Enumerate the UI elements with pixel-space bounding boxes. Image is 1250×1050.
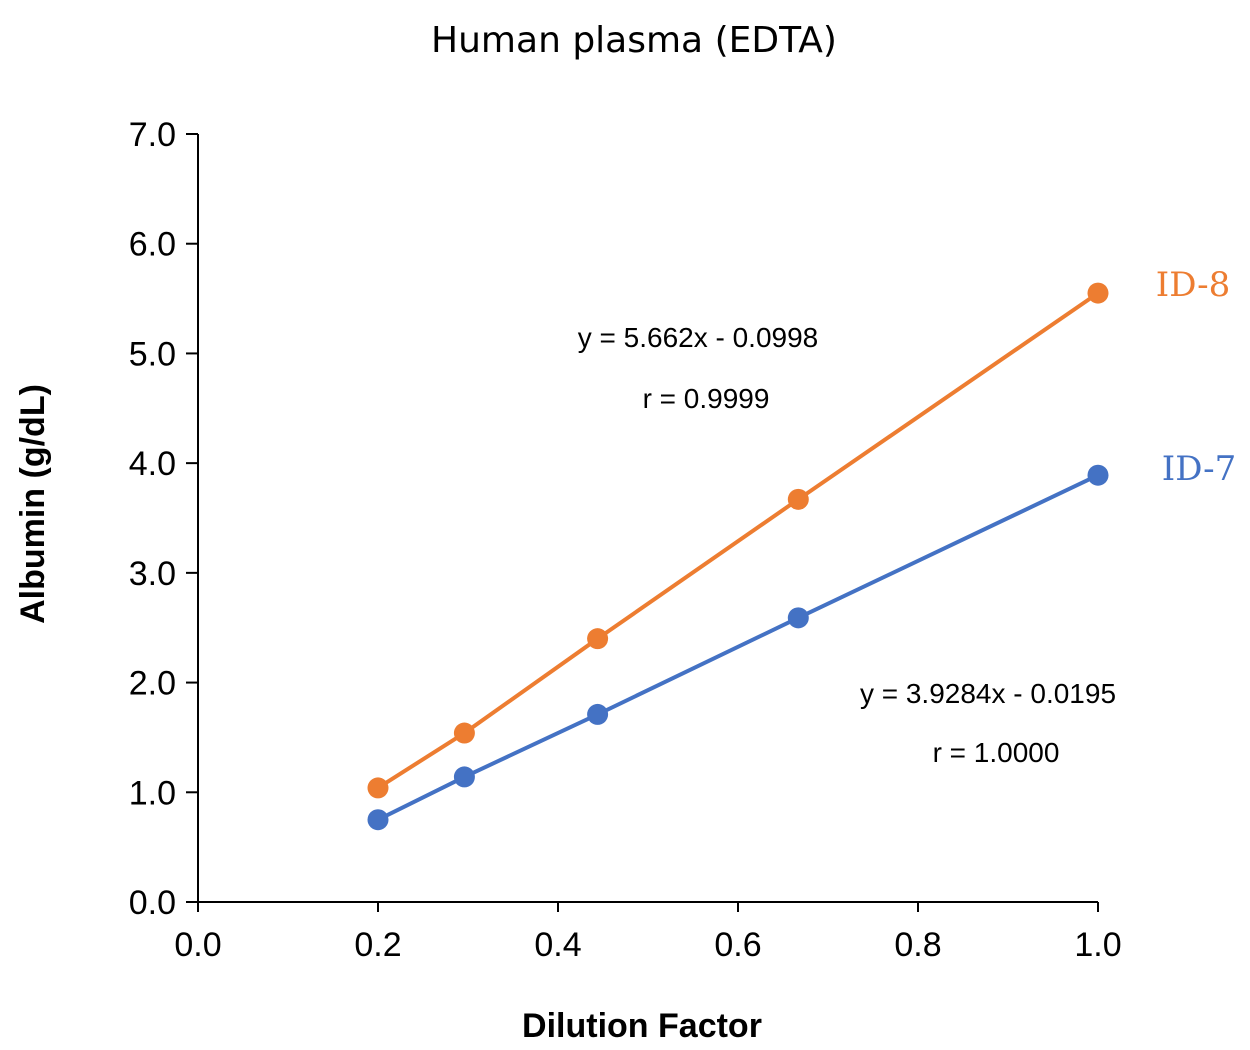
series-line-id-8 bbox=[376, 291, 1100, 790]
series-id-8: ID-8 y = 5.662x - 0.0998 r = 0.9999 bbox=[367, 265, 1230, 799]
correlation-r-id-8: r = 0.9999 bbox=[643, 383, 770, 414]
series-label-id-7: ID-7 bbox=[1162, 449, 1236, 489]
data-point-id-8 bbox=[1087, 282, 1109, 304]
data-point-id-7 bbox=[367, 809, 389, 831]
y-tick-label: 7.0 bbox=[129, 116, 176, 154]
y-tick-label: 1.0 bbox=[129, 774, 176, 812]
x-tick-label: 1.0 bbox=[1074, 926, 1121, 964]
x-tick-label: 0.2 bbox=[354, 926, 401, 964]
correlation-r-id-7: r = 1.0000 bbox=[933, 737, 1060, 768]
y-tick-label: 0.0 bbox=[129, 884, 176, 922]
series-line-id-7 bbox=[377, 473, 1099, 822]
y-axis-title: Albumin (g/dL) bbox=[14, 384, 52, 624]
data-point-id-7 bbox=[1087, 464, 1109, 486]
series-id-7: ID-7 y = 3.9284x - 0.0195 r = 1.0000 bbox=[367, 449, 1236, 831]
y-tick-label: 3.0 bbox=[129, 555, 176, 593]
data-point-id-8 bbox=[787, 488, 809, 510]
plot-area: 0.0 0.2 0.4 0.6 0.8 1.0 0.0 1.0 2.0 3.0 4.0 5.0 6.0… bbox=[129, 116, 1236, 964]
y-tick-label: 6.0 bbox=[129, 226, 176, 264]
series-label-id-8: ID-8 bbox=[1156, 265, 1230, 305]
data-point-id-8 bbox=[453, 722, 475, 744]
regression-equation-id-8: y = 5.662x - 0.0998 bbox=[578, 322, 819, 353]
y-tick-label: 2.0 bbox=[129, 665, 176, 703]
chart-title: Human plasma (EDTA) bbox=[431, 20, 837, 61]
x-axis: 0.0 0.2 0.4 0.6 0.8 1.0 bbox=[174, 901, 1122, 964]
data-point-id-7 bbox=[453, 766, 475, 788]
regression-equation-id-7: y = 3.9284x - 0.0195 bbox=[860, 678, 1116, 709]
series-layer: ID-8 y = 5.662x - 0.0998 r = 0.9999 ID-7 y =… bbox=[367, 265, 1236, 831]
x-axis-title: Dilution Factor bbox=[522, 1007, 762, 1045]
y-tick-label: 4.0 bbox=[129, 445, 176, 483]
data-point-id-7 bbox=[587, 703, 609, 725]
x-tick-label: 0.4 bbox=[534, 926, 581, 964]
data-point-id-8 bbox=[587, 628, 609, 650]
x-tick-label: 0.6 bbox=[714, 926, 761, 964]
data-point-id-8 bbox=[367, 777, 389, 799]
y-tick-label: 5.0 bbox=[129, 335, 176, 373]
data-point-id-7 bbox=[787, 607, 809, 629]
x-tick-label: 0.0 bbox=[174, 926, 221, 964]
x-tick-label: 0.8 bbox=[894, 926, 941, 964]
y-axis: 0.0 1.0 2.0 3.0 4.0 5.0 6.0 7.0 bbox=[129, 116, 199, 922]
